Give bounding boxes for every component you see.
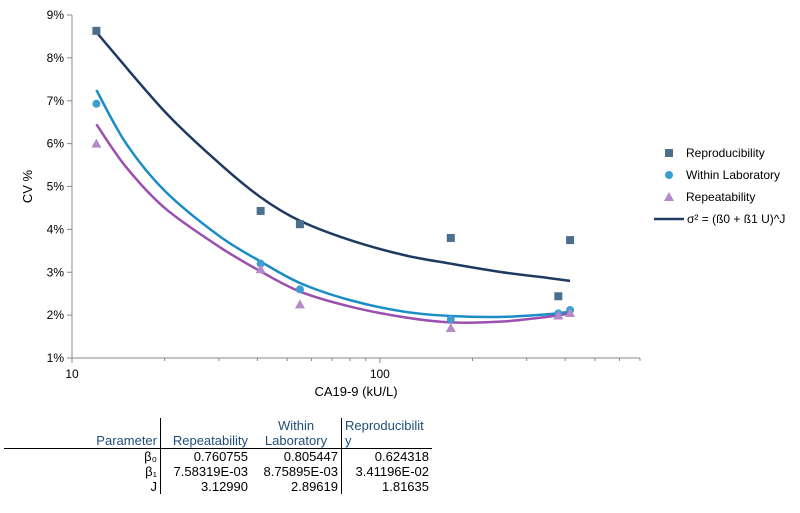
legend-marker-within-laboratory: [665, 171, 673, 179]
y-tick-label: 6%: [47, 137, 65, 151]
legend-label-repeatability: Repeatability: [686, 190, 755, 204]
row-within: 2.89619: [291, 479, 338, 494]
y-tick-label: 3%: [47, 265, 65, 279]
cv-chart: 1% 2% 3% 4% 5% 6% 7% 8% 9% 10 100 CA19-9 (kU/L) CV %…: [20, 8, 785, 399]
header-within-laboratory: Within Laboratory: [251, 418, 342, 449]
row-repeatability: 0.760755: [160, 448, 251, 464]
fit-curve-2: [95, 123, 571, 324]
fit-curve-0: [95, 31, 571, 283]
table-header-row: Parameter Repeatability Within Laborator…: [4, 418, 432, 449]
point-repeatability: [565, 307, 576, 317]
x-axis-label: CA19-9 (kU/L): [314, 384, 397, 399]
legend-marker-reproducibility: [665, 149, 673, 157]
row-reproducibility: 1.81635: [341, 479, 432, 494]
table-row: β₀ 0.760755 0.805447 0.624318: [4, 448, 432, 464]
point-repeatability: [553, 310, 564, 320]
chart-legend: Reproducibility Within Laboratory Repeatab…: [654, 146, 785, 226]
data-points: [91, 26, 576, 332]
y-axis-label: CV %: [20, 169, 35, 203]
point-repeatability: [445, 322, 456, 332]
point-reproducibility: [554, 292, 563, 301]
point-reproducibility: [256, 206, 265, 215]
y-tick-label: 5%: [47, 180, 65, 194]
y-tick-label: 8%: [47, 51, 65, 65]
row-repeatability: 7.58319E-03: [160, 464, 251, 479]
legend-label-fit: σ² = (ß0 + ß1 U)^J: [687, 212, 785, 226]
point-reproducibility: [92, 26, 101, 35]
point-within-laboratory: [92, 99, 101, 108]
point-reproducibility: [566, 236, 575, 245]
point-within-laboratory: [295, 285, 304, 294]
x-tick-label: 100: [370, 367, 390, 381]
point-within-laboratory: [446, 315, 455, 324]
table-row: J 3.12990 2.89619 1.81635: [4, 479, 432, 494]
row-reproducibility: 3.41196E-02: [341, 464, 432, 479]
legend-label-reproducibility: Reproducibility: [686, 146, 765, 160]
legend-marker-repeatability: [664, 192, 674, 201]
row-repeatability: 3.12990: [160, 479, 251, 494]
y-tick-label: 4%: [47, 222, 65, 236]
fit-curve-1: [95, 89, 571, 319]
y-tick-label: 7%: [47, 94, 65, 108]
point-within-laboratory: [256, 259, 265, 268]
header-parameter: Parameter: [4, 418, 161, 449]
fit-curves: [95, 31, 571, 324]
table-row: β₁ 7.58319E-03 8.75895E-03 3.41196E-02: [4, 464, 432, 479]
parameter-table: Parameter Repeatability Within Laborator…: [4, 418, 432, 494]
y-tick-label: 2%: [47, 308, 65, 322]
y-tick-label: 1%: [47, 351, 65, 365]
row-param: J: [150, 479, 158, 494]
header-reproducibility: Reproducibility: [341, 418, 432, 449]
chart-axes: 1% 2% 3% 4% 5% 6% 7% 8% 9% 10 100 CA19-9 (kU/L) CV %: [20, 8, 641, 399]
row-reproducibility: 0.624318: [341, 448, 432, 464]
row-param: β₀: [144, 449, 157, 464]
row-param: β₁: [145, 464, 157, 479]
row-within: 8.75895E-03: [263, 464, 338, 479]
row-within: 0.805447: [283, 449, 338, 464]
point-reproducibility: [446, 233, 455, 242]
legend-label-within-laboratory: Within Laboratory: [686, 168, 780, 182]
point-reproducibility: [295, 220, 304, 229]
header-repeatability: Repeatability: [160, 418, 251, 449]
point-repeatability: [91, 138, 102, 148]
y-tick-label: 9%: [47, 8, 65, 22]
point-repeatability: [255, 264, 266, 274]
x-tick-label: 10: [65, 367, 79, 381]
point-repeatability: [294, 299, 305, 309]
